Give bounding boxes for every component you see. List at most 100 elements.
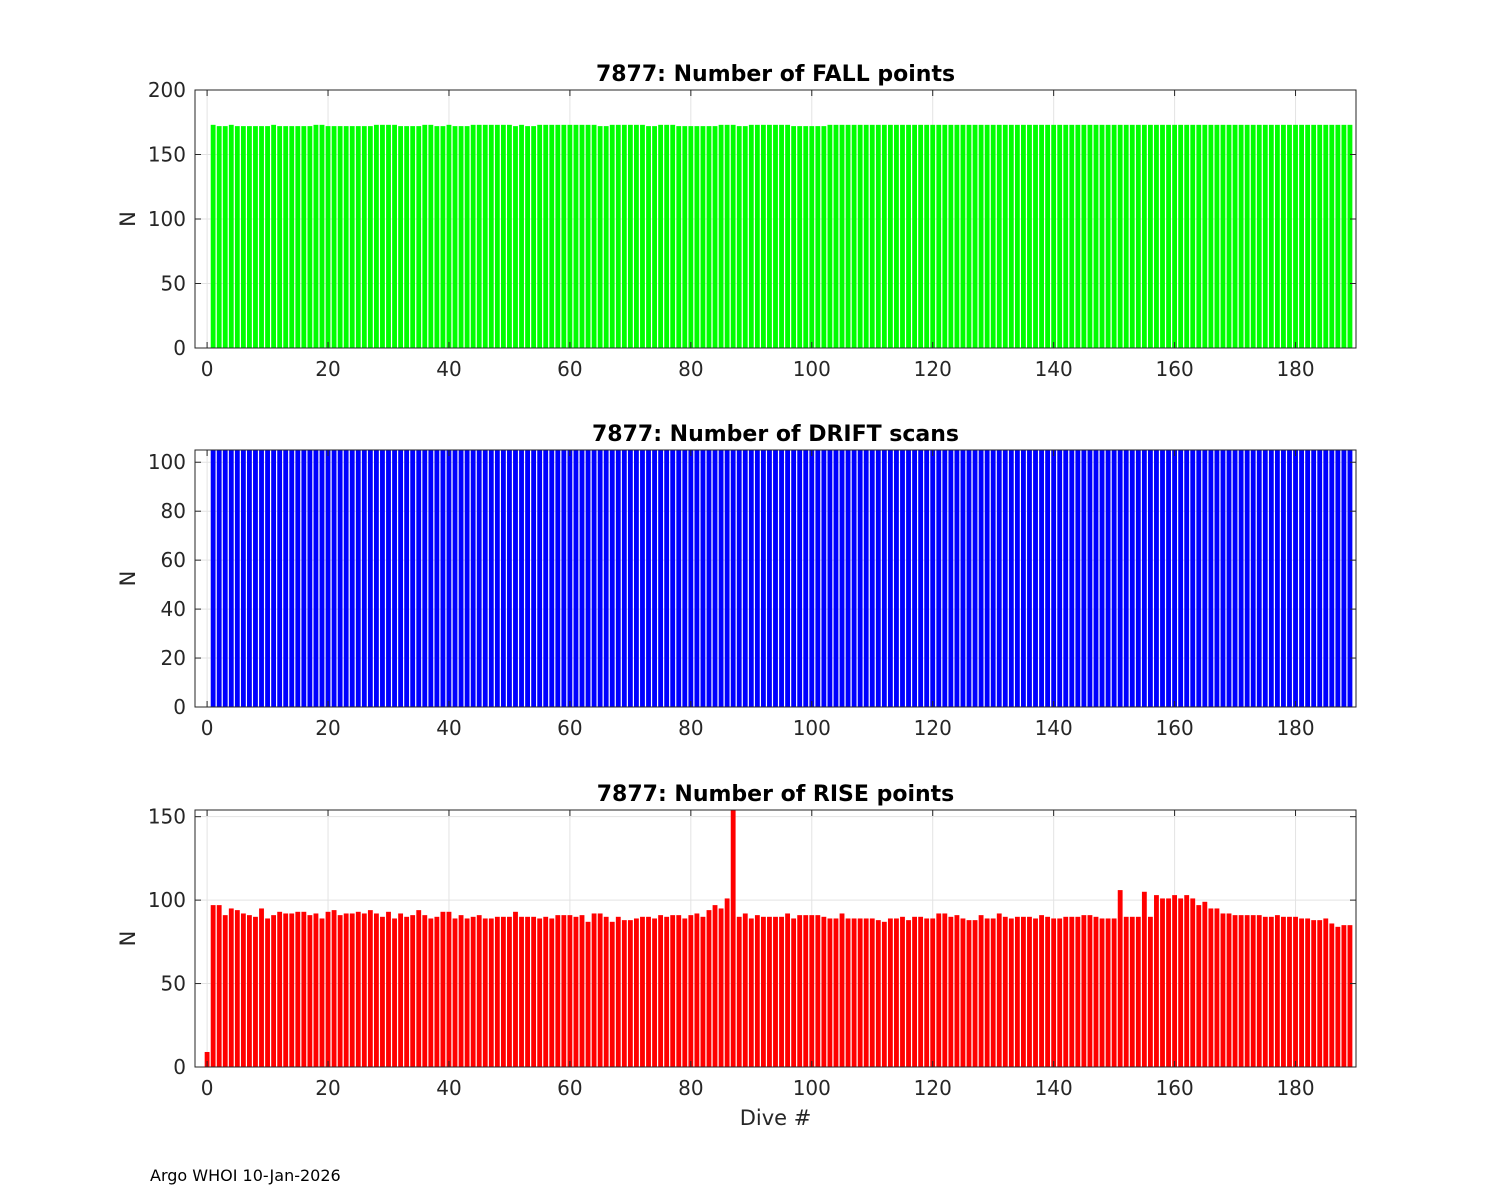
bar [887,450,893,707]
bar [277,126,283,349]
bar [718,450,724,707]
bar [277,911,283,1067]
bar [803,450,809,707]
bar [1014,450,1020,707]
bar [1099,918,1105,1067]
bar [482,918,488,1067]
bar [1311,124,1317,348]
bar [452,126,458,349]
bar [1147,450,1153,707]
bar [875,920,881,1067]
bar [688,915,694,1067]
bar [531,126,537,349]
y-tick-label: 80 [161,499,186,523]
bar [1238,124,1244,348]
bar [664,916,670,1067]
bar [549,450,555,707]
bar [857,918,863,1067]
bar [1154,450,1159,707]
bar [676,126,682,349]
bar [573,450,579,707]
bar [543,124,549,348]
bar [791,126,797,349]
bar [815,915,821,1067]
bar [1008,918,1014,1067]
bar [404,916,410,1067]
x-tick-label: 20 [315,1076,340,1100]
bar [1045,124,1051,348]
bar [839,124,845,348]
bar [706,450,712,707]
bar [603,450,609,707]
bar [791,918,797,1067]
bar [948,124,954,348]
bar [561,450,567,707]
bar [283,913,289,1067]
bar [730,450,736,707]
bar [1244,450,1250,707]
bar [519,124,524,348]
bar [1329,124,1335,348]
bar [277,450,283,707]
bar [700,126,706,349]
bar [815,450,821,707]
bar [839,913,845,1067]
axes-box [194,809,1357,1068]
bar [1117,124,1123,348]
bar [1341,925,1347,1067]
y-tick-label: 200 [148,78,186,102]
bar [936,124,942,348]
bar [942,124,948,348]
bar [676,450,682,707]
bar [851,124,857,348]
bar [1220,124,1226,348]
bar [1226,124,1232,348]
bar [1033,450,1038,707]
bar [1014,916,1020,1067]
bar [585,921,591,1067]
bar [416,910,422,1067]
bar [331,450,337,707]
bar [634,124,639,348]
bar [1039,124,1044,348]
bar [561,124,567,348]
bar [555,124,561,348]
bar [1147,124,1153,348]
y-tick-label: 150 [148,805,186,829]
bar [476,915,482,1067]
bar [434,126,440,349]
bar [652,126,657,349]
chart-title: 7877: Number of RISE points [597,782,955,807]
bar [682,126,688,349]
bar [1184,124,1190,348]
bar [234,126,240,349]
bar [1317,450,1323,707]
bar [1299,124,1304,348]
bar [1274,915,1280,1067]
bar [519,450,524,707]
bar [984,918,990,1067]
bar [996,124,1002,348]
bar [1147,916,1153,1067]
bar [1117,450,1123,707]
bar [283,450,289,707]
bar [894,918,899,1067]
bar [1087,450,1093,707]
bar [912,450,917,707]
bar [845,918,851,1067]
bar [1093,450,1099,707]
bar [1172,895,1178,1067]
bar [1268,916,1274,1067]
bar [573,124,579,348]
bar [507,450,512,707]
bar [1081,450,1087,707]
bar [857,450,863,707]
bar [289,450,295,707]
bar [210,124,216,348]
bar [1317,920,1323,1067]
bar [434,916,440,1067]
bar [960,918,966,1067]
bar [404,450,410,707]
bar [869,918,875,1067]
bar [1111,124,1117,348]
